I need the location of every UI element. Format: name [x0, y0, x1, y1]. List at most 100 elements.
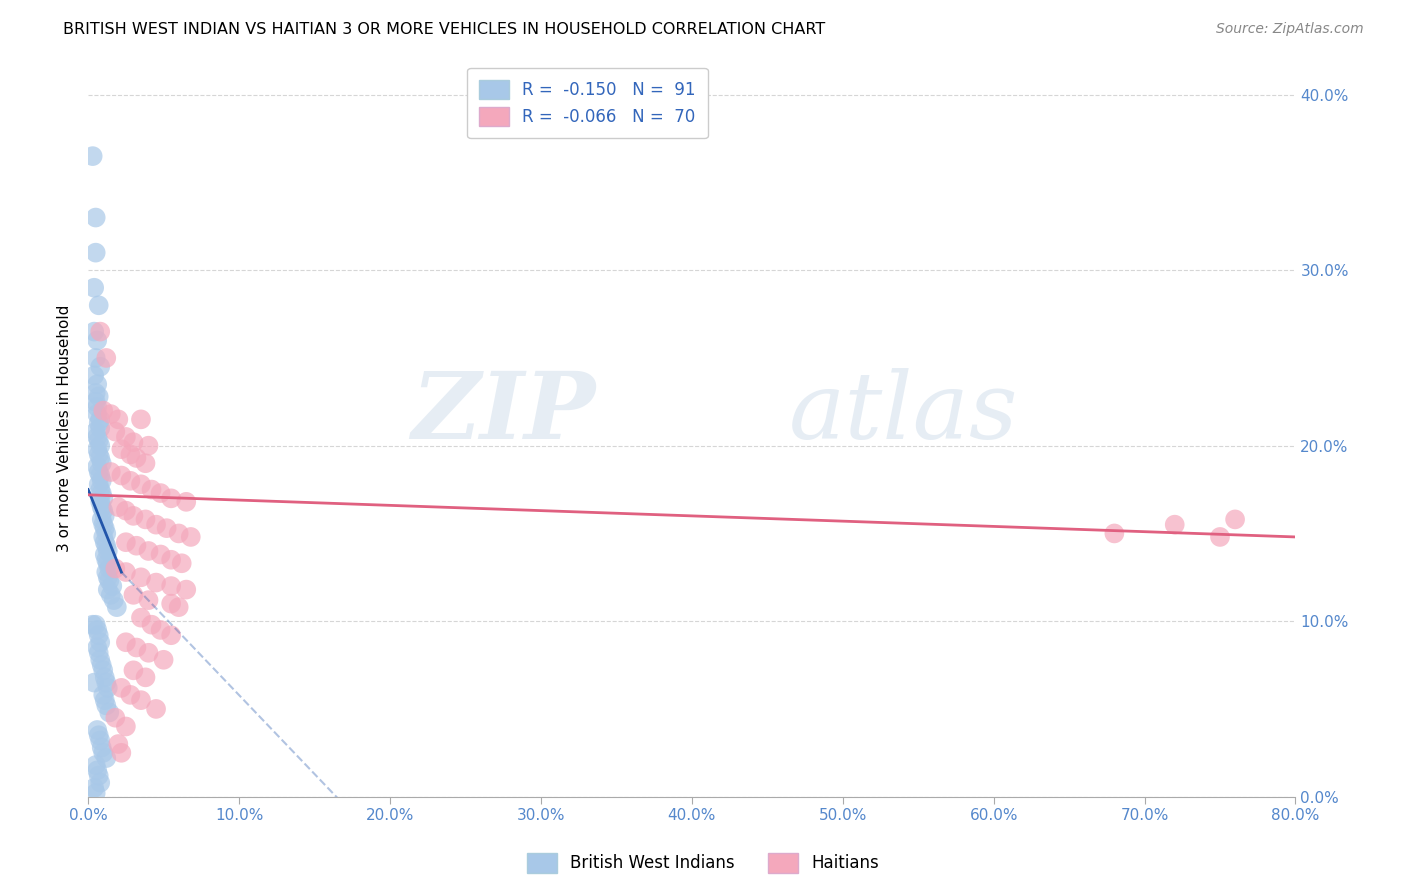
Point [129, 570, 152, 584]
Point [138, 593, 160, 607]
Point [90, 500, 112, 515]
Point [86, 640, 108, 655]
Point [82, 617, 104, 632]
Point [90, 740, 112, 755]
Point [89, 450, 111, 465]
Point [138, 646, 160, 660]
Point [167, 600, 190, 615]
Point [98, 561, 121, 575]
Point [174, 495, 197, 509]
Point [86, 430, 108, 444]
Point [97, 570, 120, 584]
Point [90, 474, 112, 488]
Point [167, 526, 190, 541]
Point [138, 544, 160, 558]
Point [152, 653, 174, 667]
Point [120, 447, 142, 461]
Point [89, 653, 111, 667]
Legend: British West Indians, Haitians: British West Indians, Haitians [520, 847, 886, 880]
Point [180, 530, 202, 544]
Point [87, 434, 110, 448]
Point [107, 412, 129, 426]
Point [160, 491, 183, 506]
Point [156, 521, 179, 535]
Point [122, 435, 145, 450]
Point [104, 425, 127, 439]
Point [87, 769, 110, 783]
Point [91, 403, 114, 417]
Point [145, 517, 167, 532]
Point [89, 635, 111, 649]
Point [100, 407, 122, 421]
Point [122, 508, 145, 523]
Point [138, 439, 160, 453]
Point [1164, 517, 1187, 532]
Point [89, 468, 111, 483]
Point [87, 728, 110, 742]
Point [97, 681, 120, 695]
Point [1223, 512, 1246, 526]
Point [86, 723, 108, 737]
Point [87, 465, 110, 479]
Point [83, 675, 105, 690]
Point [100, 588, 122, 602]
Point [141, 483, 163, 497]
Y-axis label: 3 or more Vehicles in Household: 3 or more Vehicles in Household [58, 304, 72, 552]
Point [84, 211, 107, 225]
Point [84, 351, 107, 365]
Point [145, 575, 167, 590]
Point [160, 628, 183, 642]
Point [160, 579, 183, 593]
Point [170, 556, 193, 570]
Point [89, 483, 111, 497]
Text: BRITISH WEST INDIAN VS HAITIAN 3 OR MORE VEHICLES IN HOUSEHOLD CORRELATION CHART: BRITISH WEST INDIAN VS HAITIAN 3 OR MORE… [63, 22, 825, 37]
Point [160, 597, 183, 611]
Point [129, 693, 152, 707]
Point [83, 325, 105, 339]
Point [115, 635, 138, 649]
Point [94, 693, 117, 707]
Point [91, 491, 114, 506]
Point [84, 758, 107, 772]
Point [91, 746, 114, 760]
Point [110, 746, 132, 760]
Point [86, 623, 108, 637]
Point [89, 412, 111, 426]
Point [107, 737, 129, 751]
Point [101, 579, 124, 593]
Point [83, 368, 105, 383]
Point [90, 486, 112, 500]
Point [115, 430, 138, 444]
Point [94, 521, 117, 535]
Point [96, 351, 118, 365]
Point [125, 450, 148, 465]
Point [90, 658, 112, 673]
Point [134, 670, 156, 684]
Point [90, 456, 112, 470]
Point [89, 439, 111, 453]
Point [134, 456, 156, 470]
Point [96, 751, 118, 765]
Point [91, 517, 114, 532]
Point [82, 149, 104, 163]
Legend: R =  -0.150   N =  91, R =  -0.066   N =  70: R = -0.150 N = 91, R = -0.066 N = 70 [467, 68, 707, 138]
Point [149, 486, 172, 500]
Point [91, 530, 114, 544]
Point [97, 582, 120, 597]
Point [94, 548, 117, 562]
Point [97, 556, 120, 570]
Point [134, 512, 156, 526]
Point [91, 663, 114, 677]
Point [84, 394, 107, 409]
Point [94, 535, 117, 549]
Point [86, 764, 108, 778]
Point [84, 617, 107, 632]
Point [110, 442, 132, 457]
Point [96, 675, 118, 690]
Point [96, 526, 118, 541]
Point [86, 407, 108, 421]
Point [125, 640, 148, 655]
Point [129, 610, 152, 624]
Point [104, 711, 127, 725]
Point [96, 565, 118, 579]
